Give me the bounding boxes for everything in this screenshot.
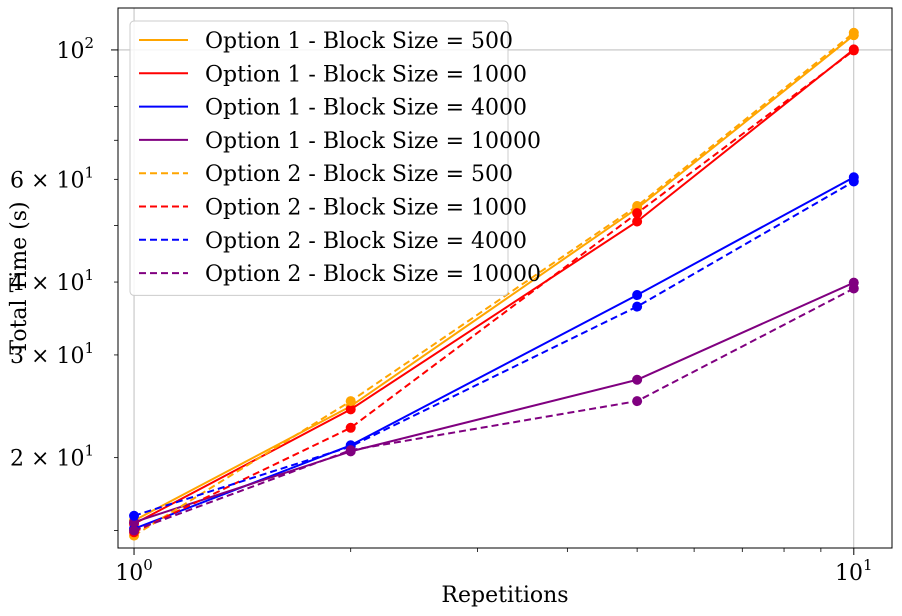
data-point: [345, 445, 356, 456]
series-6: [129, 45, 859, 538]
data-point: [632, 374, 643, 385]
legend-entry: Option 1 - Block Size = 1000: [139, 62, 527, 87]
data-point: [345, 396, 356, 407]
legend-label: Option 1 - Block Size = 10000: [205, 129, 541, 154]
legend-label: Option 2 - Block Size = 1000: [205, 196, 527, 221]
data-point: [345, 404, 356, 415]
legend-label: Option 2 - Block Size = 500: [205, 162, 513, 187]
plot-frame: [117, 7, 893, 549]
data-point: [129, 510, 140, 521]
y-tick-label: 6 × 101: [10, 163, 94, 193]
data-point: [632, 201, 643, 212]
legend-entry: Option 1 - Block Size = 500: [139, 29, 513, 54]
x-tick-label: 100: [115, 556, 153, 586]
y-axis-label: Total Time (s): [7, 201, 32, 354]
series-line: [133, 34, 855, 522]
y-tick-label: 3 × 101: [10, 339, 94, 369]
legend-entry: Option 2 - Block Size = 4000: [139, 229, 527, 254]
x-axis-label: Repetitions: [441, 583, 568, 608]
x-tick-label: 101: [835, 556, 873, 586]
data-point: [848, 45, 859, 56]
legend-entry: Option 2 - Block Size = 10000: [139, 262, 541, 287]
series-line: [133, 180, 855, 517]
data-point: [632, 396, 643, 407]
data-point: [848, 176, 859, 187]
series-8: [129, 283, 859, 536]
y-tick-label: 102: [56, 34, 94, 64]
data-point: [848, 27, 859, 38]
y-tick-label: 2 × 101: [10, 442, 94, 472]
data-point: [345, 422, 356, 433]
legend-entry: Option 2 - Block Size = 500: [139, 162, 513, 187]
data-point: [632, 290, 643, 301]
series-line: [133, 281, 855, 524]
data-point: [848, 283, 859, 294]
legend-entry: Option 1 - Block Size = 4000: [139, 96, 527, 121]
data-point: [632, 216, 643, 227]
legend-label: Option 1 - Block Size = 4000: [205, 96, 527, 121]
legend-label: Option 1 - Block Size = 500: [205, 29, 513, 54]
legend-label: Option 2 - Block Size = 4000: [205, 229, 527, 254]
legend-box: [129, 20, 509, 296]
series-layer: [129, 27, 859, 541]
y-tick-label: 4 × 101: [10, 266, 94, 296]
legend: Option 1 - Block Size = 500 Option 1 - Bl…: [129, 20, 541, 296]
series-line: [133, 49, 855, 534]
data-point: [632, 301, 643, 312]
series-line: [133, 32, 855, 537]
tick-layer: 100 101 2 × 101 3 × 101 4 × 101 6 × 101 102: [10, 34, 873, 586]
legend-entry: Option 2 - Block Size = 1000: [139, 196, 527, 221]
legend-entry: Option 1 - Block Size = 10000: [139, 129, 541, 154]
series-line: [133, 48, 855, 525]
legend-label: Option 1 - Block Size = 1000: [205, 62, 527, 87]
data-point: [129, 525, 140, 536]
legend-label: Option 2 - Block Size = 10000: [205, 262, 541, 287]
series-line: [133, 287, 855, 532]
data-point: [632, 208, 643, 219]
